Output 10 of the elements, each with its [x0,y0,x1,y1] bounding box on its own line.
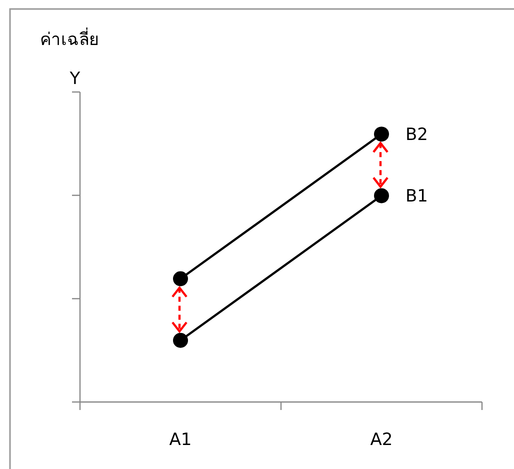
x-tick-label: A2 [370,430,393,450]
chart-title: ค่าเฉลี่ย [40,27,99,50]
x-tick-label: A1 [169,430,192,450]
point [173,332,188,348]
series-label: B2 [406,125,428,146]
series-label: B1 [406,186,428,207]
y-axis-title: Y [68,69,81,89]
point [374,126,389,142]
point [374,188,389,204]
point [173,271,188,286]
